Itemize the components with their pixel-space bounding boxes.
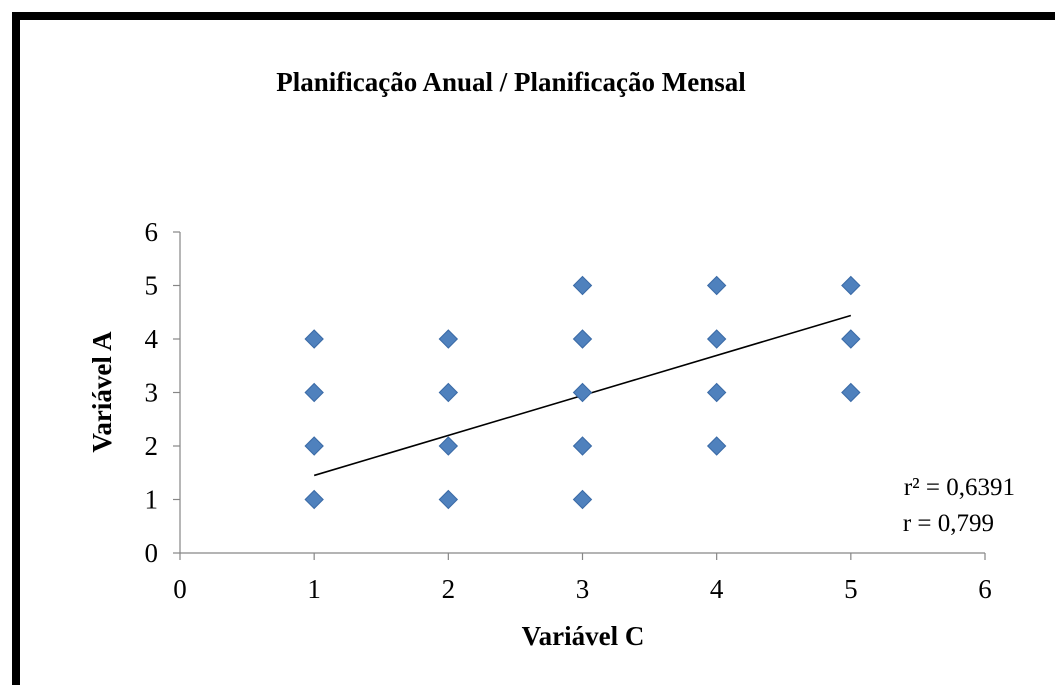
axes: 0 1 2 3 4 5 6 0 1 2 3 4 5 6 — [145, 217, 992, 604]
data-point — [438, 382, 459, 403]
data-point — [572, 382, 593, 403]
data-point — [304, 382, 324, 403]
points-layer — [304, 275, 861, 510]
y-tick-label: 3 — [145, 378, 159, 408]
data-point — [706, 436, 727, 456]
x-tick-label: 6 — [978, 574, 992, 604]
data-point — [841, 329, 861, 349]
data-point — [438, 329, 459, 349]
data-point — [438, 436, 459, 456]
y-tick-label: 2 — [145, 431, 159, 461]
chart-frame — [12, 12, 1055, 685]
y-tick-label: 0 — [145, 538, 159, 568]
chart-title: Planificação Anual / Planificação Mensal — [276, 67, 746, 97]
data-point — [706, 275, 727, 296]
y-tick-label: 1 — [145, 485, 159, 515]
y-tick-label: 6 — [145, 217, 159, 247]
x-tick-label: 1 — [307, 574, 321, 604]
y-tick-label: 4 — [145, 324, 159, 354]
x-tick-label: 0 — [173, 574, 187, 604]
data-point — [841, 382, 861, 403]
x-tick-label: 5 — [844, 574, 858, 604]
data-point — [706, 382, 727, 403]
data-point — [304, 329, 324, 349]
data-point — [572, 436, 593, 456]
data-point — [304, 489, 324, 510]
x-tick-label: 2 — [442, 574, 456, 604]
r-squared-annotation: r² = 0,6391 — [904, 474, 1015, 501]
data-point — [841, 275, 861, 296]
data-point — [706, 329, 727, 349]
y-tick-label: 5 — [145, 271, 159, 301]
data-point — [572, 489, 593, 510]
data-point — [572, 275, 593, 296]
x-axis-label: Variável C — [522, 621, 645, 651]
data-point — [438, 489, 459, 510]
data-point — [304, 436, 324, 456]
data-point — [572, 329, 593, 349]
x-tick-label: 4 — [710, 574, 724, 604]
x-tick-label: 3 — [576, 574, 590, 604]
r-annotation: r = 0,799 — [903, 510, 994, 537]
y-axis-label: Variável A — [87, 331, 117, 453]
